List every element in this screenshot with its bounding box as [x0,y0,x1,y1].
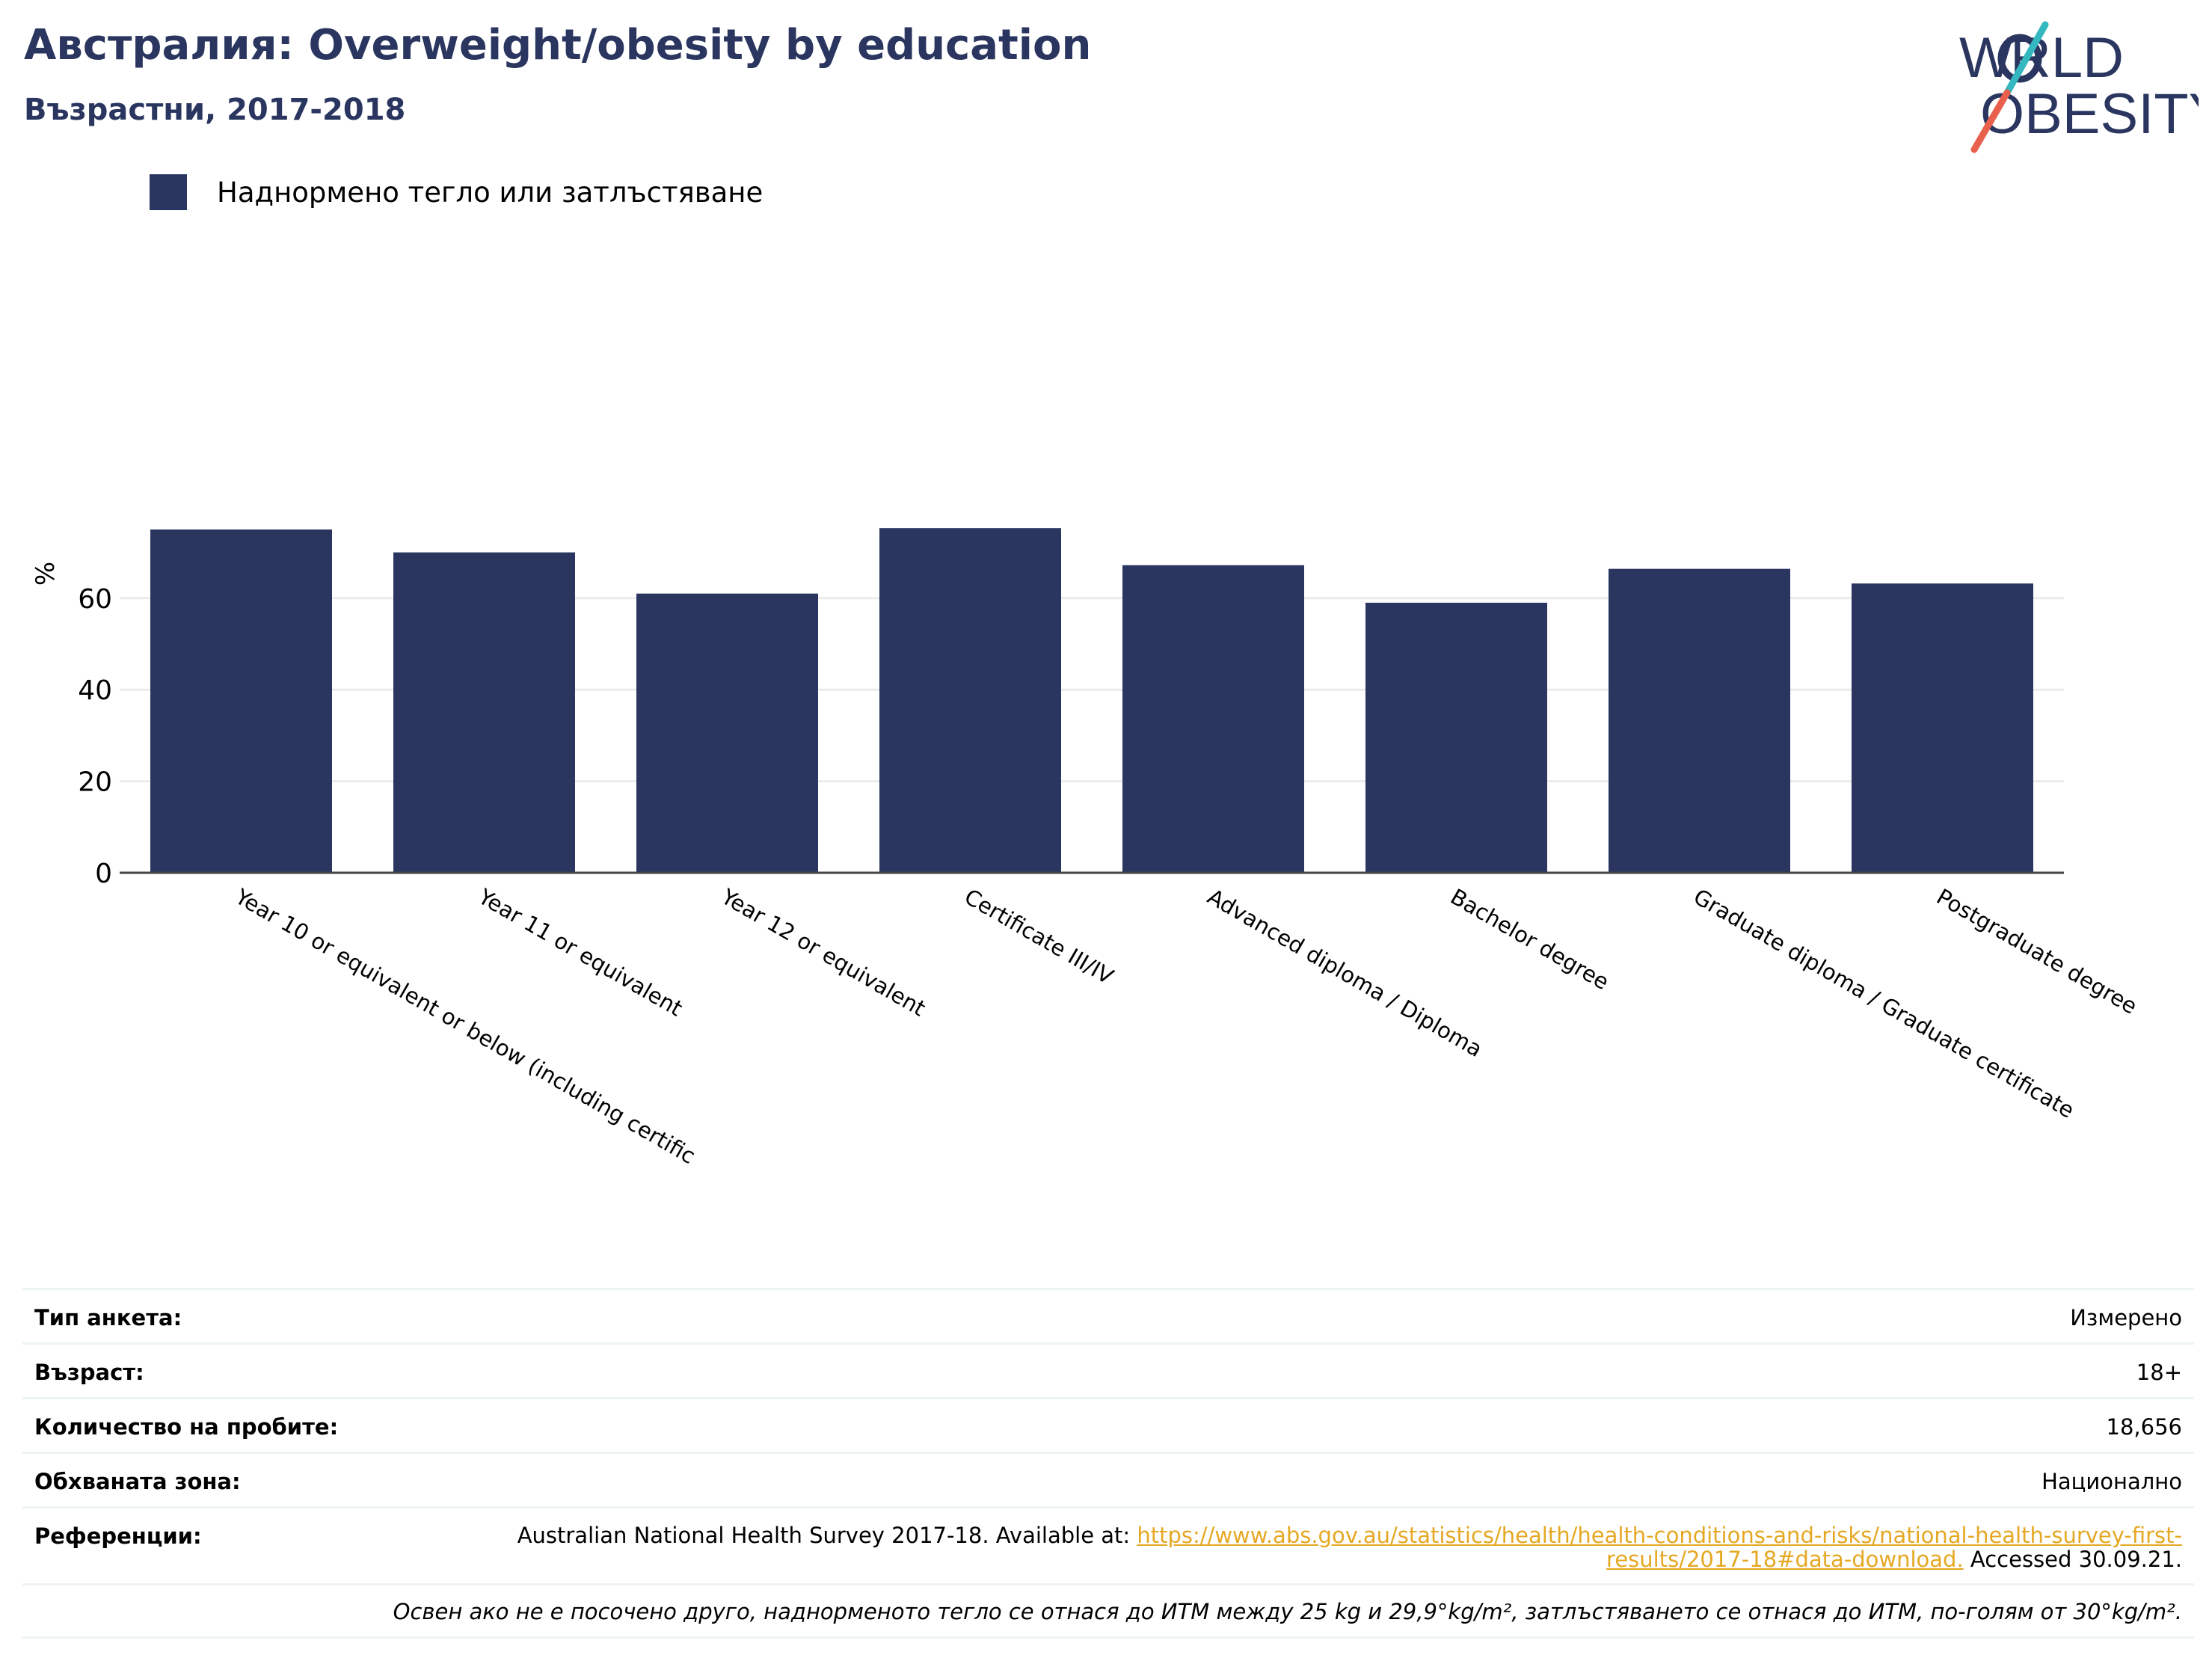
x-tick-label: Postgraduate degree [1932,884,2142,1019]
definition-note: Освен ако не е посочено друго, наднормен… [22,1585,2194,1639]
x-tick-label: Year 10 or equivalent or below (includin… [230,883,699,1169]
bar [150,529,332,873]
references-prefix: Australian National Health Survey 2017-1… [517,1523,1137,1548]
chart-subtitle: Възрастни, 2017-2018 [24,93,406,127]
references-link[interactable]: https://www.abs.gov.au/statistics/health… [1137,1523,2182,1572]
info-row-references: Референции: Australian National Health S… [22,1508,2194,1585]
age-value: 18+ [2136,1360,2182,1385]
bar [636,593,818,873]
bar [1365,602,1547,873]
area-value: Национално [2042,1469,2182,1494]
references-suffix: Accessed 30.09.21. [1963,1547,2182,1572]
area-label: Обхваната зона: [34,1469,241,1494]
bar [393,552,575,873]
survey-type-value: Измерено [2070,1305,2182,1330]
legend-swatch [150,174,187,210]
x-tick-label: Year 11 or equivalent [473,883,686,1021]
sample-label: Количество на пробите: [34,1414,339,1440]
references-label: Референции: [34,1523,202,1549]
age-label: Възраст: [34,1360,144,1385]
y-tick-label: 40 [78,675,112,706]
bar [879,528,1061,873]
bar-chart: 0 20 40 60% Year 10 or equivalent or below (… [31,528,2142,1169]
references-value: Australian National Health Survey 2017-1… [425,1523,2182,1571]
legend-label: Наднормено тегло или затлъстяване [217,176,764,209]
world-obesity-logo: W RLD OBESITY [1959,21,2199,153]
info-row-age: Възраст: 18+ [22,1345,2194,1399]
bar [1609,568,1790,873]
y-tick-label: 20 [78,767,112,798]
y-tick-label: 0 [95,859,112,889]
y-tick-label: 60 [78,584,112,615]
svg-text:OBESITY: OBESITY [1980,82,2199,146]
info-row-survey-type: Тип анкета: Измерено [22,1290,2194,1345]
info-row-sample: Количество на пробите: 18,656 [22,1399,2194,1454]
x-tick-label: Year 12 or equivalent [716,883,930,1021]
x-tick-label: Bachelor degree [1446,884,1613,995]
survey-type-label: Тип анкета: [34,1305,182,1330]
x-tick-label: Graduate diploma / Graduate certificate [1689,884,2079,1123]
bar [1122,565,1304,873]
sample-value: 18,656 [2106,1414,2182,1440]
bar [1852,583,2033,873]
chart-title: Австралия: Overweight/obesity by educati… [24,21,1092,70]
info-table: Тип анкета: Измерено Възраст: 18+ Количе… [22,1288,2194,1639]
y-axis-label: % [31,562,61,586]
x-tick-label: Advanced diploma / Diploma [1203,884,1487,1062]
info-row-area: Обхваната зона: Национално [22,1454,2194,1508]
x-tick-label: Certificate III/IV [960,884,1118,989]
chart-legend: Наднормено тегло или затлъстяване [150,174,763,211]
